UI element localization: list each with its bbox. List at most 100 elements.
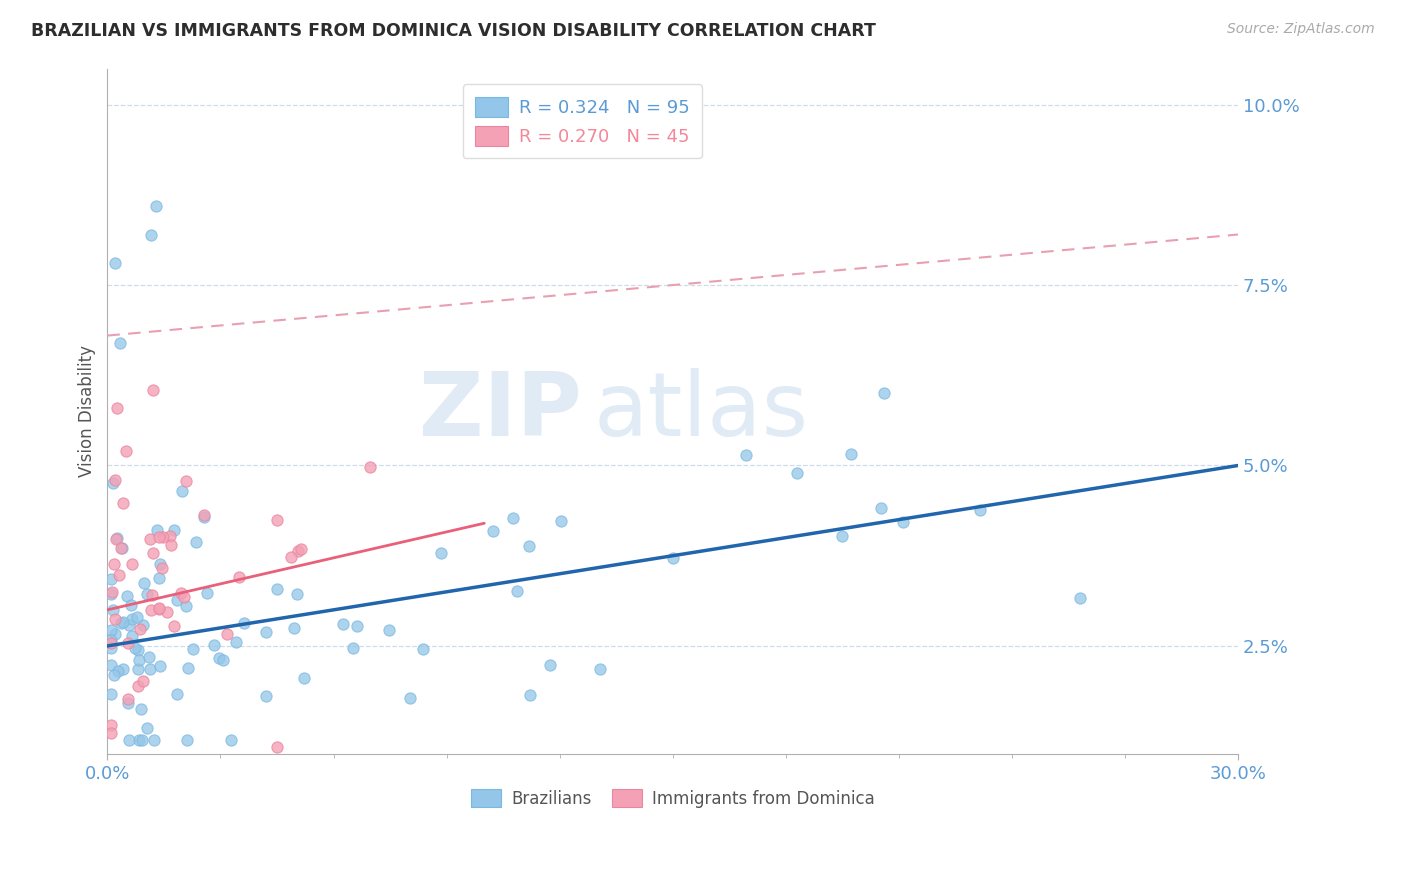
Point	[128, 653, 150, 667]
Point	[145, 199, 167, 213]
Point	[104, 473, 127, 487]
Point	[287, 543, 309, 558]
Point	[786, 466, 808, 480]
Point	[117, 732, 139, 747]
Point	[146, 523, 169, 537]
Point	[285, 587, 308, 601]
Point	[184, 535, 207, 549]
Point	[197, 585, 219, 599]
Point	[399, 690, 422, 705]
Point	[870, 500, 893, 515]
Point	[232, 615, 254, 630]
Point	[100, 633, 122, 648]
Point	[254, 690, 277, 704]
Point	[225, 634, 247, 648]
Point	[101, 475, 124, 490]
Point	[117, 636, 139, 650]
Point	[162, 524, 184, 538]
Point	[100, 640, 122, 655]
Point	[104, 612, 127, 626]
Point	[108, 568, 131, 582]
Point	[215, 627, 238, 641]
Point	[540, 657, 562, 672]
Point	[148, 601, 170, 615]
Point	[177, 660, 200, 674]
Legend: Brazilians, Immigrants from Dominica: Brazilians, Immigrants from Dominica	[464, 782, 882, 814]
Point	[100, 587, 122, 601]
Point	[176, 732, 198, 747]
Point	[141, 603, 163, 617]
Point	[550, 515, 572, 529]
Point	[104, 627, 127, 641]
Point	[502, 510, 524, 524]
Point	[124, 641, 146, 656]
Point	[138, 650, 160, 665]
Point	[193, 510, 215, 524]
Point	[143, 732, 166, 747]
Point	[142, 546, 165, 560]
Point	[149, 658, 172, 673]
Point	[100, 718, 122, 732]
Point	[506, 583, 529, 598]
Point	[589, 662, 612, 676]
Point	[378, 623, 401, 637]
Point	[100, 636, 122, 650]
Point	[110, 541, 132, 555]
Point	[103, 667, 125, 681]
Point	[148, 530, 170, 544]
Point	[181, 642, 204, 657]
Point	[100, 687, 122, 701]
Point	[136, 587, 159, 601]
Point	[662, 551, 685, 566]
Point	[100, 573, 122, 587]
Point	[735, 448, 758, 462]
Point	[139, 662, 162, 676]
Point	[159, 528, 181, 542]
Point	[105, 531, 128, 545]
Y-axis label: Vision Disability: Vision Disability	[79, 345, 96, 477]
Point	[141, 587, 163, 601]
Point	[266, 582, 288, 597]
Point	[519, 688, 541, 702]
Point	[969, 503, 991, 517]
Point	[108, 335, 131, 350]
Point	[359, 460, 381, 475]
Point	[202, 639, 225, 653]
Point	[173, 590, 195, 604]
Point	[101, 603, 124, 617]
Point	[332, 617, 354, 632]
Point	[129, 702, 152, 716]
Point	[100, 623, 122, 637]
Text: atlas: atlas	[593, 368, 808, 455]
Point	[149, 558, 172, 572]
Point	[148, 571, 170, 585]
Point	[290, 542, 312, 557]
Text: Source: ZipAtlas.com: Source: ZipAtlas.com	[1227, 22, 1375, 37]
Point	[212, 653, 235, 667]
Point	[839, 447, 862, 461]
Point	[208, 651, 231, 665]
Point	[110, 616, 132, 631]
Point	[129, 622, 152, 636]
Point	[127, 661, 149, 675]
Point	[101, 584, 124, 599]
Point	[156, 605, 179, 619]
Point	[112, 615, 135, 629]
Point	[170, 484, 193, 499]
Point	[121, 629, 143, 643]
Point	[152, 530, 174, 544]
Point	[412, 641, 434, 656]
Point	[136, 721, 159, 735]
Point	[132, 673, 155, 688]
Point	[346, 619, 368, 633]
Point	[1069, 591, 1091, 605]
Point	[105, 532, 128, 546]
Point	[121, 612, 143, 626]
Point	[117, 692, 139, 706]
Point	[121, 557, 143, 571]
Point	[148, 600, 170, 615]
Point	[118, 618, 141, 632]
Point	[831, 529, 853, 543]
Point	[170, 586, 193, 600]
Point	[125, 610, 148, 624]
